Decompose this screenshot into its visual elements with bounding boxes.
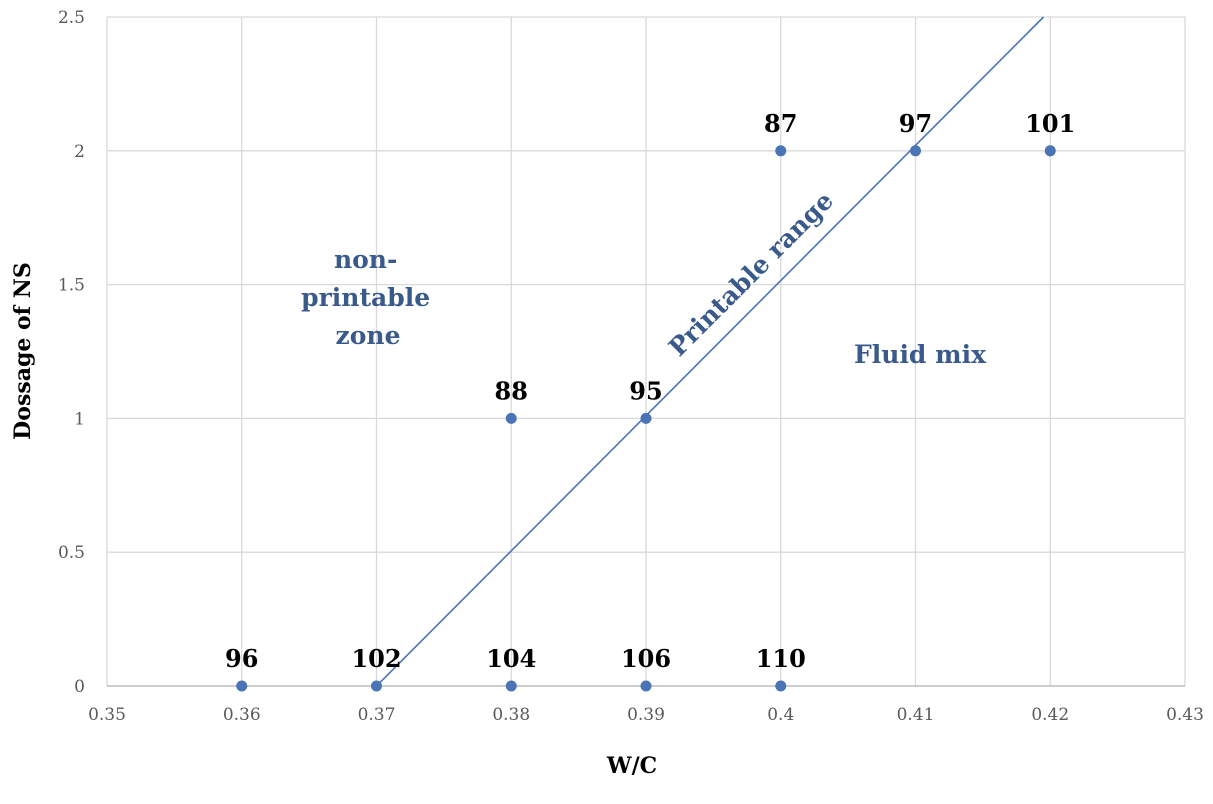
data-point [910,145,921,157]
y-tick-label: 1 [74,409,85,429]
data-label: 95 [629,376,662,405]
data-point [505,412,517,424]
boundary-line-group [375,16,1045,687]
data-label: 106 [621,644,671,673]
data-labels: 96 102 104 106 110 88 95 87 97 101 [225,109,1075,673]
y-axis-title: Dossage of NS [10,262,36,440]
y-tick-label: 0.5 [58,543,85,563]
data-label: 87 [764,109,797,138]
non-printable-line-2: printable [301,283,430,312]
fluid-mix-label: Fluid mix [854,340,987,369]
y-tick-label: 0 [74,677,85,697]
non-printable-zone-label: non- printable zone [301,245,439,350]
data-label: 97 [899,109,932,138]
x-tick-label: 0.4 [767,705,794,725]
grid [106,16,1186,687]
data-label: 96 [225,644,258,673]
data-point [640,680,652,692]
y-tick-label: 2 [74,142,85,162]
y-tick-label: 1.5 [58,276,85,296]
x-tick-label: 0.36 [223,705,261,725]
data-point [505,680,517,692]
printable-range-label: Printable range [663,186,839,362]
x-tick-label: 0.42 [1031,705,1069,725]
x-tick-label: 0.41 [897,705,935,725]
data-point [640,412,652,424]
data-point [371,680,382,692]
x-tick-label: 0.37 [358,705,396,725]
data-point [775,680,787,692]
x-tick-label: 0.39 [627,705,665,725]
y-tick-label: 2.5 [58,8,85,28]
data-label: 104 [486,644,536,673]
data-points [236,145,1056,692]
non-printable-line-3: zone [336,321,401,350]
x-tick-label: 0.43 [1166,705,1204,725]
x-tick-label: 0.38 [492,705,530,725]
data-point [1044,145,1056,157]
data-point [775,145,787,157]
data-label: 101 [1025,109,1075,138]
data-point [236,680,248,692]
non-printable-line-1: non- [334,245,397,274]
x-tick-label: 0.35 [88,705,126,725]
x-axis-title: W/C [606,753,657,779]
data-label: 110 [756,644,806,673]
data-label: 88 [495,376,528,405]
printable-boundary-line [375,16,1045,687]
data-label: 102 [351,644,401,673]
